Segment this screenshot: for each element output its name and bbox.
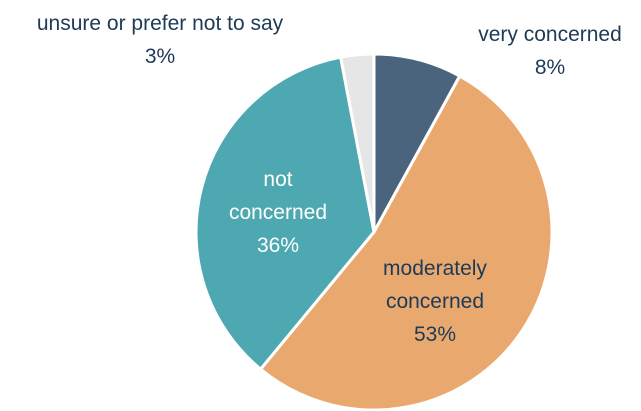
- pie-labels: very concerned 8% moderately concerned 53% no…: [37, 12, 622, 346]
- pie-category-label: moderately: [383, 257, 487, 280]
- pie-value-label: 8%: [535, 56, 565, 79]
- pie-category-label: concerned: [386, 290, 484, 313]
- pie-value-label: 36%: [257, 234, 299, 257]
- pie-category-label: unsure or prefer not to say: [37, 12, 284, 35]
- pie-value-label: 53%: [414, 323, 456, 346]
- pie-slice-unsure-or-prefer-not-to-say: [339, 52, 376, 234]
- pie-slice-not-concerned: [194, 55, 376, 371]
- pie-category-label: concerned: [229, 201, 327, 224]
- pie-value-label: 3%: [145, 45, 175, 68]
- pie-label-very-concerned: very concerned 8%: [478, 23, 622, 79]
- pie-category-label: very concerned: [478, 23, 622, 46]
- pie-slice-moderately-concerned: [259, 74, 554, 411]
- pie-label-not-concerned: not concerned 36%: [229, 168, 327, 257]
- pie-label-moderately-concerned: moderately concerned 53%: [383, 257, 487, 346]
- pie-slices: [194, 52, 554, 411]
- pie-category-label: not: [263, 168, 292, 191]
- pie-label-unsure-or-prefer-not-to-say: unsure or prefer not to say 3%: [37, 12, 284, 68]
- pie-slice-very-concerned: [372, 52, 462, 234]
